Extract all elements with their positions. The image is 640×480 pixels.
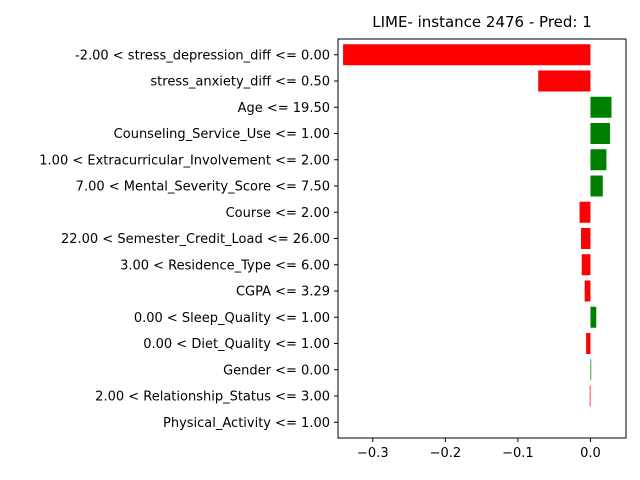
bar-2 <box>590 96 612 118</box>
y-tick-label-7: 22.00 < Semester_Credit_Load <= 26.00 <box>61 232 330 247</box>
bar-1 <box>538 70 591 92</box>
bar-11 <box>586 333 591 354</box>
x-tick-label-1: −0.2 <box>430 446 462 461</box>
y-tick-label-8: 3.00 < Residence_Type <= 6.00 <box>120 258 330 273</box>
y-tick-label-14: Physical_Activity <= 1.00 <box>163 416 330 431</box>
y-tick-label-10: 0.00 < Sleep_Quality <= 1.00 <box>134 311 330 326</box>
bar-5 <box>590 175 603 197</box>
y-tick-label-1: stress_anxiety_diff <= 0.50 <box>150 75 330 90</box>
bar-0 <box>343 44 591 66</box>
y-tick-label-3: Counseling_Service_Use <= 1.00 <box>114 127 330 142</box>
x-tick-label-0: −0.3 <box>357 446 389 461</box>
x-axis-ticks: −0.3 −0.2 −0.1 0.0 <box>357 438 601 461</box>
bars-group <box>343 44 612 407</box>
y-tick-label-2: Age <= 19.50 <box>238 101 330 116</box>
y-tick-label-12: Gender <= 0.00 <box>223 363 330 378</box>
y-tick-label-5: 7.00 < Mental_Severity_Score <= 7.50 <box>76 180 330 195</box>
y-tick-label-0: -2.00 < stress_depression_diff <= 0.00 <box>75 48 330 63</box>
bar-8 <box>581 254 591 276</box>
plot-frame <box>337 38 627 439</box>
bar-12 <box>590 359 592 381</box>
y-axis-ticks: -2.00 < stress_depression_diff <= 0.00 st… <box>39 48 338 431</box>
y-tick-label-6: Course <= 2.00 <box>226 206 330 221</box>
x-tick-label-3: 0.0 <box>580 446 601 461</box>
y-tick-label-4: 1.00 < Extracurricular_Involvement <= 2.… <box>39 153 330 168</box>
bar-4 <box>590 149 607 171</box>
x-tick-label-2: −0.1 <box>502 446 534 461</box>
bar-6 <box>579 201 591 223</box>
bar-3 <box>590 123 611 144</box>
bar-10 <box>590 306 597 328</box>
bar-7 <box>581 228 591 249</box>
y-tick-label-11: 0.00 < Diet_Quality <= 1.00 <box>143 337 330 352</box>
bar-9 <box>584 280 591 302</box>
bar-13 <box>589 385 591 407</box>
y-tick-label-13: 2.00 < Relationship_Status <= 3.00 <box>95 390 330 405</box>
y-tick-label-9: CGPA <= 3.29 <box>236 285 330 300</box>
chart-title: LIME- instance 2476 - Pred: 1 <box>372 13 592 31</box>
